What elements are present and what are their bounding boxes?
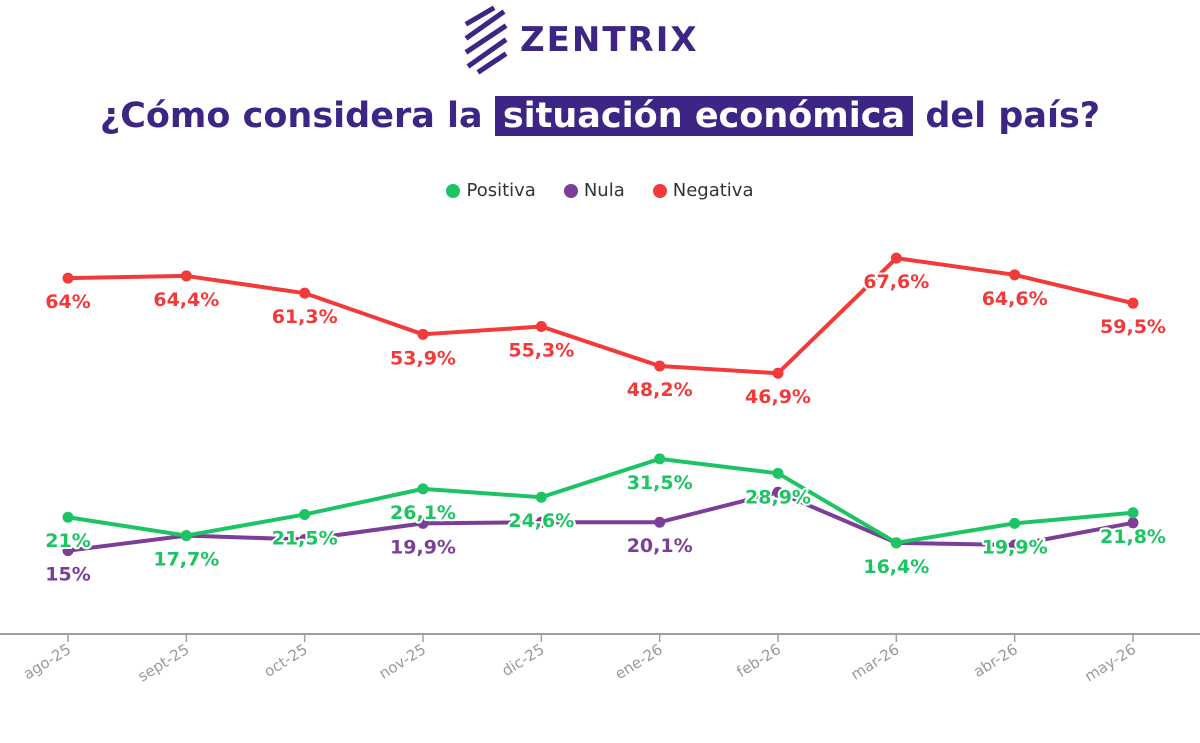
data-label-negativa: 59,5%: [1100, 316, 1166, 338]
data-label-nula: 19,9%: [390, 536, 456, 558]
data-label-negativa: 61,3%: [272, 306, 338, 328]
x-tick-label: oct-25: [261, 640, 311, 681]
x-tick-label: ago-25: [20, 640, 74, 683]
data-point-nula: [654, 516, 666, 528]
legend-label-nula: Nula: [583, 180, 625, 201]
data-label-nula: 20,1%: [627, 535, 693, 557]
data-label-positiva: 19,9%: [982, 536, 1048, 558]
data-point-positiva: [654, 453, 666, 465]
x-tick-label: abr-26: [970, 640, 1021, 681]
x-tick-label: mar-26: [848, 640, 903, 684]
data-label-positiva: 28,9%: [745, 486, 811, 508]
data-point-negativa: [1009, 269, 1021, 281]
data-label-positiva: 26,1%: [390, 502, 456, 524]
data-point-positiva: [180, 530, 192, 542]
data-point-negativa: [654, 360, 666, 372]
data-point-negativa: [180, 270, 192, 282]
data-point-negativa: [535, 321, 547, 333]
data-point-positiva: [772, 467, 784, 479]
data-point-negativa: [1127, 297, 1139, 309]
legend-label-positiva: Positiva: [466, 180, 536, 201]
data-label-positiva: 17,7%: [153, 549, 219, 571]
title-before: ¿Cómo considera la: [99, 96, 483, 136]
x-tick-label: feb-26: [733, 640, 784, 681]
series-lines: [62, 252, 1139, 557]
series-line-negativa: [66, 256, 1135, 376]
x-tick-label: sept-25: [135, 640, 193, 685]
series-line-positiva: [66, 456, 1135, 545]
data-point-nula: [1127, 517, 1139, 529]
data-point-negativa: [417, 328, 429, 340]
x-tick-label: may-26: [1081, 640, 1139, 685]
title-highlight: situación económica: [494, 96, 914, 136]
data-point-positiva: [890, 537, 902, 549]
data-point-positiva: [299, 508, 311, 520]
data-point-negativa: [772, 367, 784, 379]
title-after: del país?: [925, 96, 1101, 136]
data-point-positiva: [1127, 507, 1139, 519]
data-label-nula: 15%: [45, 564, 90, 586]
data-point-nula: [417, 517, 429, 529]
data-point-nula: [535, 516, 547, 528]
legend-dot-positiva: [446, 183, 461, 198]
data-label-positiva: 24,6%: [508, 510, 574, 532]
data-point-negativa: [299, 287, 311, 299]
legend-dot-negativa: [652, 183, 667, 198]
data-label-positiva: 31,5%: [627, 472, 693, 494]
data-point-positiva: [417, 483, 429, 495]
brand-logo: ZENTRIX: [462, 4, 699, 76]
data-point-positiva: [1009, 517, 1021, 529]
legend-item-positiva: Positiva: [446, 180, 536, 201]
series-line-nula: [66, 490, 1135, 553]
data-point-nula: [299, 533, 311, 545]
data-label-negativa: 67,6%: [863, 271, 929, 293]
zentrix-logo-icon: [464, 5, 508, 75]
data-point-negativa: [890, 252, 902, 264]
data-label-positiva: 21,5%: [272, 527, 338, 549]
data-point-nula: [1009, 539, 1021, 551]
data-label-negativa: 64,6%: [982, 288, 1048, 310]
data-point-positiva: [62, 511, 74, 523]
data-label-negativa: 53,9%: [390, 347, 456, 369]
data-point-positiva: [535, 491, 547, 503]
x-tick-label: nov-25: [376, 640, 429, 683]
chart-title: ¿Cómo considera la situación económica d…: [0, 96, 1200, 136]
series-labels: 15% 19,9% 20,1% 21% 17,7% 21,5% 26,1% 24,6% 31,5…: [43, 269, 1168, 587]
data-label-negativa: 46,9%: [745, 386, 811, 408]
brand-name: ZENTRIX: [520, 20, 699, 60]
data-label-negativa: 64%: [45, 291, 90, 313]
legend-label-negativa: Negativa: [672, 180, 754, 201]
data-label-positiva: 16,4%: [863, 556, 929, 578]
data-point-nula: [62, 545, 74, 557]
legend-dot-nula: [563, 183, 578, 198]
data-label-negativa: 64,4%: [153, 289, 219, 311]
data-label-positiva: 21,8%: [1100, 526, 1166, 548]
data-label-negativa: 48,2%: [627, 379, 693, 401]
data-label-positiva: 21%: [45, 530, 90, 552]
legend-item-nula: Nula: [563, 180, 625, 201]
data-point-negativa: [62, 272, 74, 284]
x-tick-label: dic-25: [499, 640, 548, 680]
data-label-negativa: 55,3%: [508, 340, 574, 362]
x-tick-label: ene-26: [612, 640, 666, 683]
data-point-nula: [772, 486, 784, 498]
chart-legend: Positiva Nula Negativa: [0, 180, 1200, 201]
legend-item-negativa: Negativa: [652, 180, 754, 201]
